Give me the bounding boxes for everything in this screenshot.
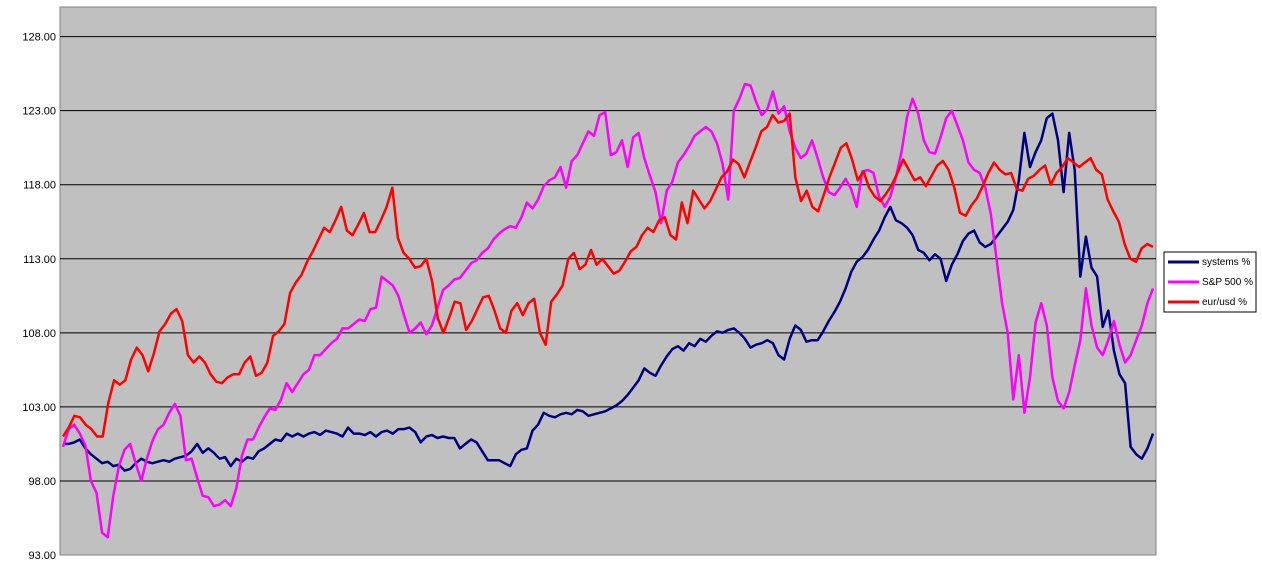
y-tick-label: 123.00 bbox=[22, 106, 56, 118]
gridlines bbox=[60, 36, 1156, 482]
y-tick-label: 128.00 bbox=[22, 32, 56, 44]
y-axis-labels: 93.00 98.00 103.00 108.00 113.00 118.00 123.00… bbox=[22, 32, 56, 562]
y-tick-label: 118.00 bbox=[23, 180, 56, 192]
series-line-2 bbox=[61, 112, 1154, 438]
series-line-1 bbox=[61, 82, 1155, 539]
legend-label-systems: systems % bbox=[1202, 257, 1250, 268]
y-tick-label: 113.00 bbox=[23, 254, 56, 266]
y-tick-label: 93.00 bbox=[28, 550, 56, 562]
plot-area bbox=[59, 6, 1157, 556]
series-lines bbox=[61, 82, 1155, 539]
legend-label-sp500: S&P 500 % bbox=[1202, 277, 1253, 288]
legend: systems % S&P 500 % eur/usd % bbox=[1163, 251, 1257, 313]
y-tick-label: 108.00 bbox=[22, 328, 56, 340]
series-line-0 bbox=[63, 112, 1155, 472]
legend-label-eurusd: eur/usd % bbox=[1202, 297, 1247, 308]
y-tick-label: 103.00 bbox=[22, 402, 56, 414]
y-tick-label: 98.00 bbox=[28, 476, 56, 488]
